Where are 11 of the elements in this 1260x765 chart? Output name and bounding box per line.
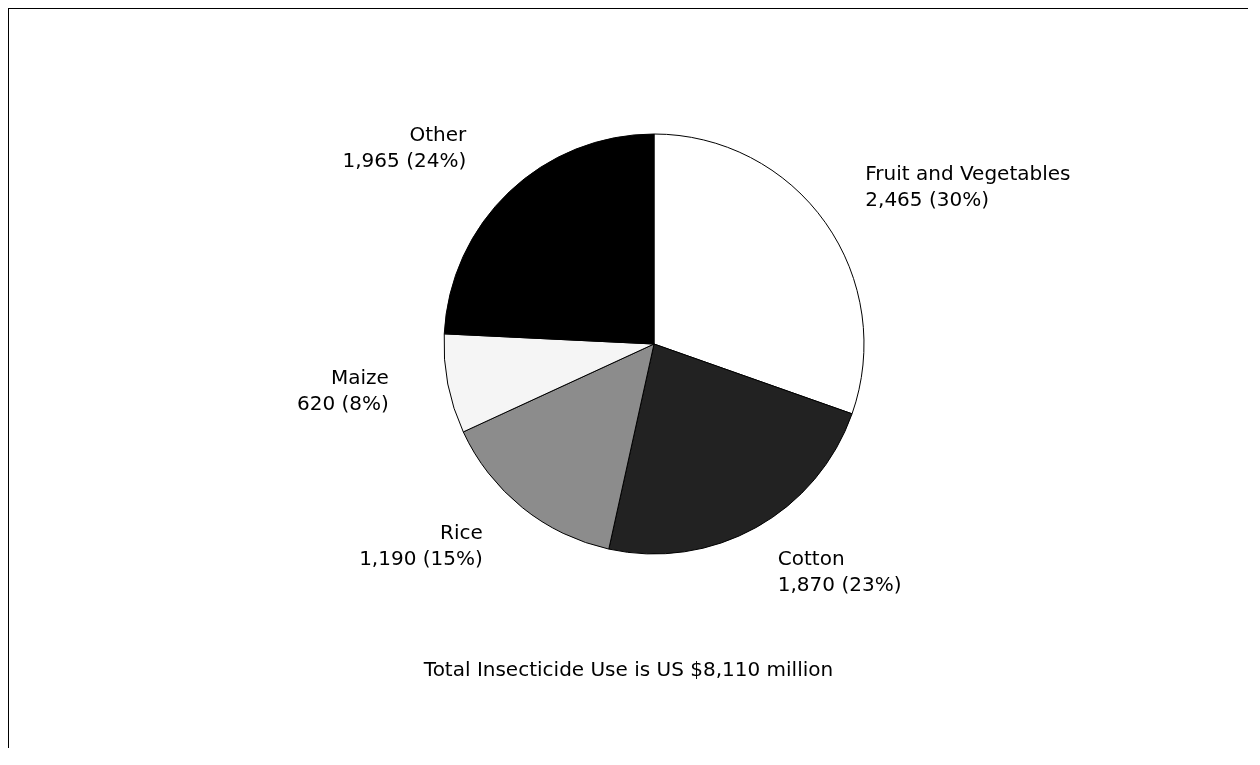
slice-label: Maize bbox=[330, 364, 389, 389]
data-label: 2,465 (30%) bbox=[865, 186, 989, 211]
data-label: 1,190 (15%) bbox=[359, 546, 483, 571]
data-label: 620 (8%) bbox=[296, 390, 389, 415]
slice-label: Other bbox=[409, 122, 467, 147]
text: Total Insecticide Use is US $8,110 million bbox=[422, 657, 835, 681]
slice-label: Cotton bbox=[777, 545, 845, 570]
slice-label: Rice bbox=[440, 520, 483, 545]
slice-label: Fruit and Vegetables bbox=[865, 160, 1071, 185]
data-label: 1,965 (24%) bbox=[342, 148, 467, 173]
data-label: 1,870 (23%) bbox=[777, 571, 902, 596]
